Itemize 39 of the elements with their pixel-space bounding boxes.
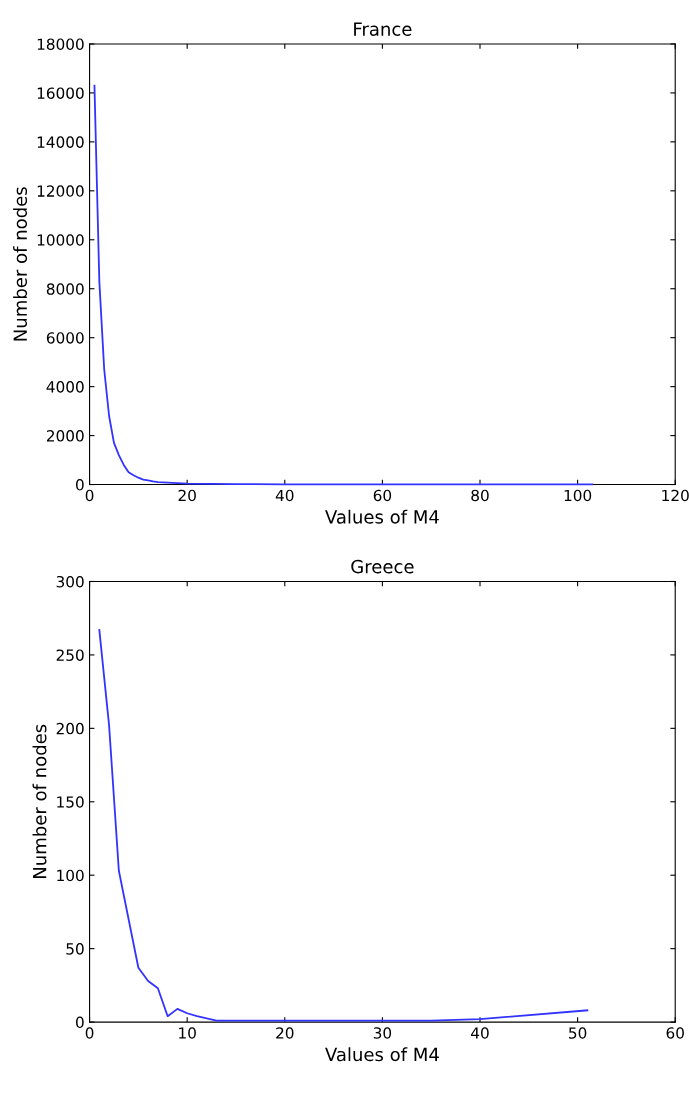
- line-series: [98, 629, 589, 1022]
- x-tick-label: 20: [178, 489, 196, 502]
- y-tick-label: 0: [76, 479, 84, 491]
- line-series: [93, 84, 594, 486]
- y-tick-label: 200: [56, 722, 84, 735]
- y-tick-label: 300: [56, 575, 84, 588]
- y-tick-label: 2000: [46, 430, 84, 442]
- y-tick-label: 8000: [46, 283, 84, 295]
- x-tick-label: 50: [569, 1027, 587, 1039]
- x-tick-label: 40: [275, 489, 294, 502]
- x-tick-label: 0: [85, 489, 94, 502]
- x-tick-label: 60: [666, 1027, 684, 1039]
- y-tick-label: 0: [76, 1016, 84, 1029]
- x-tick-label: 0: [85, 1027, 94, 1039]
- y-tick-label: 10000: [37, 234, 84, 246]
- x-tick-label: 80: [471, 489, 489, 502]
- x-tick-label: 40: [471, 1027, 489, 1039]
- y-tick-label: 250: [56, 649, 84, 661]
- y-tick-label: 18000: [37, 38, 84, 50]
- x-tick-label: 60: [373, 489, 392, 502]
- x-tick-label: 10: [179, 1027, 196, 1039]
- x-tick-label: 20: [276, 1027, 294, 1039]
- x-tick-label: 120: [662, 489, 689, 502]
- chart-title: France: [354, 22, 412, 36]
- x-tick-label: 30: [373, 1027, 392, 1039]
- y-tick-label: 50: [66, 943, 84, 955]
- y-tick-label: 150: [57, 796, 84, 808]
- x-axis-title: Values of M4: [325, 509, 439, 524]
- y-tick-label: 100: [57, 869, 84, 882]
- chart-title: Greece: [351, 559, 414, 574]
- x-axis-title: Values of M4: [325, 1047, 439, 1062]
- y-axis-title: Number of nodes: [13, 187, 28, 341]
- x-tick-label: 100: [564, 489, 592, 502]
- y-tick-label: 16000: [37, 87, 84, 99]
- y-tick-label: 4000: [46, 381, 84, 393]
- y-tick-label: 6000: [46, 332, 84, 344]
- y-tick-label: 12000: [37, 185, 84, 197]
- y-axis-title: Number of nodes: [32, 724, 47, 878]
- y-tick-label: 14000: [37, 136, 84, 148]
